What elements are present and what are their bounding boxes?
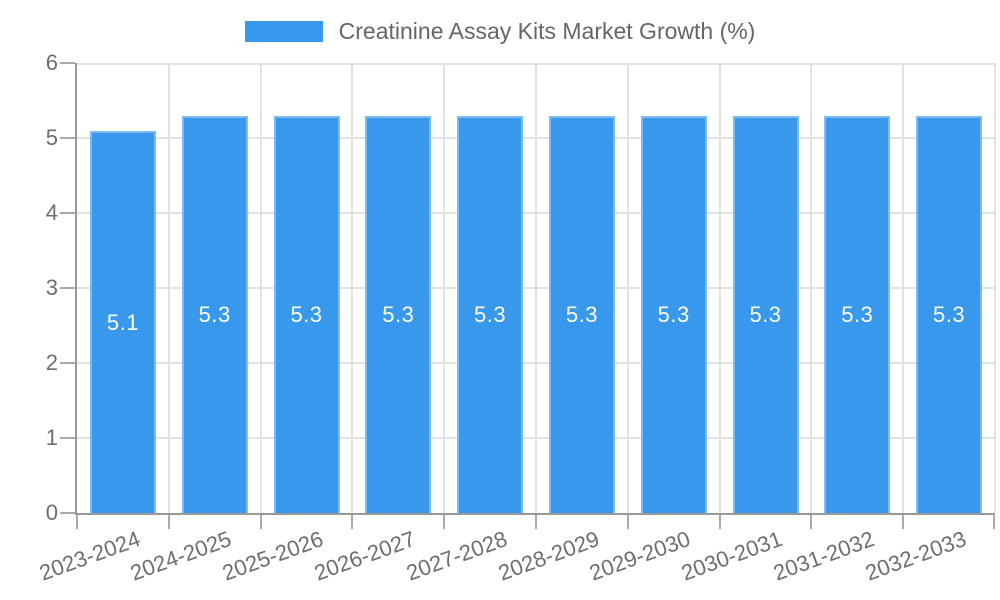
legend-label: Creatinine Assay Kits Market Growth (%) [338, 18, 756, 44]
x-axis-category-label: 2025-2026 [219, 526, 327, 586]
bar-value-label: 5.3 [290, 302, 323, 328]
plot-area: 0 1 2 3 4 5 6 5.1 2023-2024 5.3 2024-2025 5.3 2025-2… [36, 51, 996, 586]
gridline-vertical [718, 63, 721, 513]
gridline-vertical [259, 63, 262, 513]
bar-2029-2030[interactable]: 5.3 [640, 115, 707, 513]
y-axis-tick-label: 6 [45, 50, 58, 75]
x-axis-tick [443, 515, 446, 529]
gridline-vertical [902, 63, 905, 513]
x-axis-category-label: 2024-2025 [127, 526, 235, 586]
bar-2026-2027[interactable]: 5.3 [365, 115, 432, 513]
y-axis-tick [60, 137, 75, 139]
x-axis-tick [167, 515, 170, 529]
gridline-vertical [443, 63, 446, 513]
y-axis-tick-label: 2 [45, 350, 58, 375]
bar-value-label: 5.3 [474, 302, 507, 328]
x-axis-tick [902, 515, 905, 529]
x-axis-tick [259, 515, 262, 529]
bar-2030-2031[interactable]: 5.3 [732, 115, 799, 513]
bar-value-label: 5.3 [198, 302, 231, 328]
x-axis-category-label: 2028-2029 [494, 526, 603, 586]
x-axis-category-label: 2027-2028 [402, 526, 511, 586]
x-axis-category-label: 2031-2032 [770, 526, 878, 586]
gridline-vertical [994, 63, 996, 513]
x-axis-tick [993, 515, 995, 529]
bar-2031-2032[interactable]: 5.3 [824, 115, 891, 513]
bar-2023-2024[interactable]: 5.1 [89, 130, 156, 513]
x-axis-tick [626, 515, 629, 529]
bar-value-label: 5.3 [841, 302, 874, 328]
bar-value-label: 5.3 [933, 302, 966, 328]
bar-value-label: 5.3 [749, 302, 782, 328]
x-axis-tick [535, 515, 537, 529]
y-axis-tick [60, 437, 75, 439]
bar-2027-2028[interactable]: 5.3 [457, 115, 524, 513]
y-axis-tick-label: 5 [45, 125, 58, 150]
x-axis-tick [351, 515, 354, 529]
x-axis-tick [76, 515, 78, 529]
bar-2028-2029[interactable]: 5.3 [548, 115, 615, 513]
y-axis-tick [60, 362, 75, 364]
y-axis-tick-label: 3 [45, 275, 58, 300]
bar-2024-2025[interactable]: 5.3 [181, 115, 248, 513]
gridline-vertical [167, 63, 170, 513]
y-axis-tick [60, 212, 75, 214]
legend[interactable]: Creatinine Assay Kits Market Growth (%) [0, 19, 1000, 43]
y-axis-tick-label: 0 [45, 500, 58, 525]
bar-value-label: 5.3 [565, 302, 598, 328]
legend-swatch-icon [244, 20, 323, 42]
x-axis-category-label: 2032-2033 [861, 526, 970, 586]
x-axis-tick [718, 515, 721, 529]
bar-2032-2033[interactable]: 5.3 [916, 115, 983, 513]
bar-2025-2026[interactable]: 5.3 [273, 115, 340, 513]
bar-value-label: 5.3 [657, 302, 690, 328]
gridline-vertical [535, 63, 537, 513]
x-axis-tick [810, 515, 813, 529]
gridline-vertical [810, 63, 813, 513]
y-axis-tick-label: 4 [45, 200, 58, 225]
y-axis-tick [60, 62, 75, 64]
x-axis-category-label: 2026-2027 [311, 526, 419, 586]
x-axis-category-label: 2023-2024 [35, 526, 144, 586]
y-axis-tick-label: 1 [45, 425, 58, 450]
gridline-vertical [626, 63, 629, 513]
y-axis-tick [60, 512, 75, 514]
x-axis-category-label: 2029-2030 [586, 526, 694, 586]
y-axis-tick [60, 287, 75, 289]
bar-value-label: 5.3 [382, 302, 415, 328]
bar-value-label: 5.1 [106, 309, 139, 335]
x-axis-category-label: 2030-2031 [678, 526, 786, 586]
gridline-vertical [351, 63, 354, 513]
